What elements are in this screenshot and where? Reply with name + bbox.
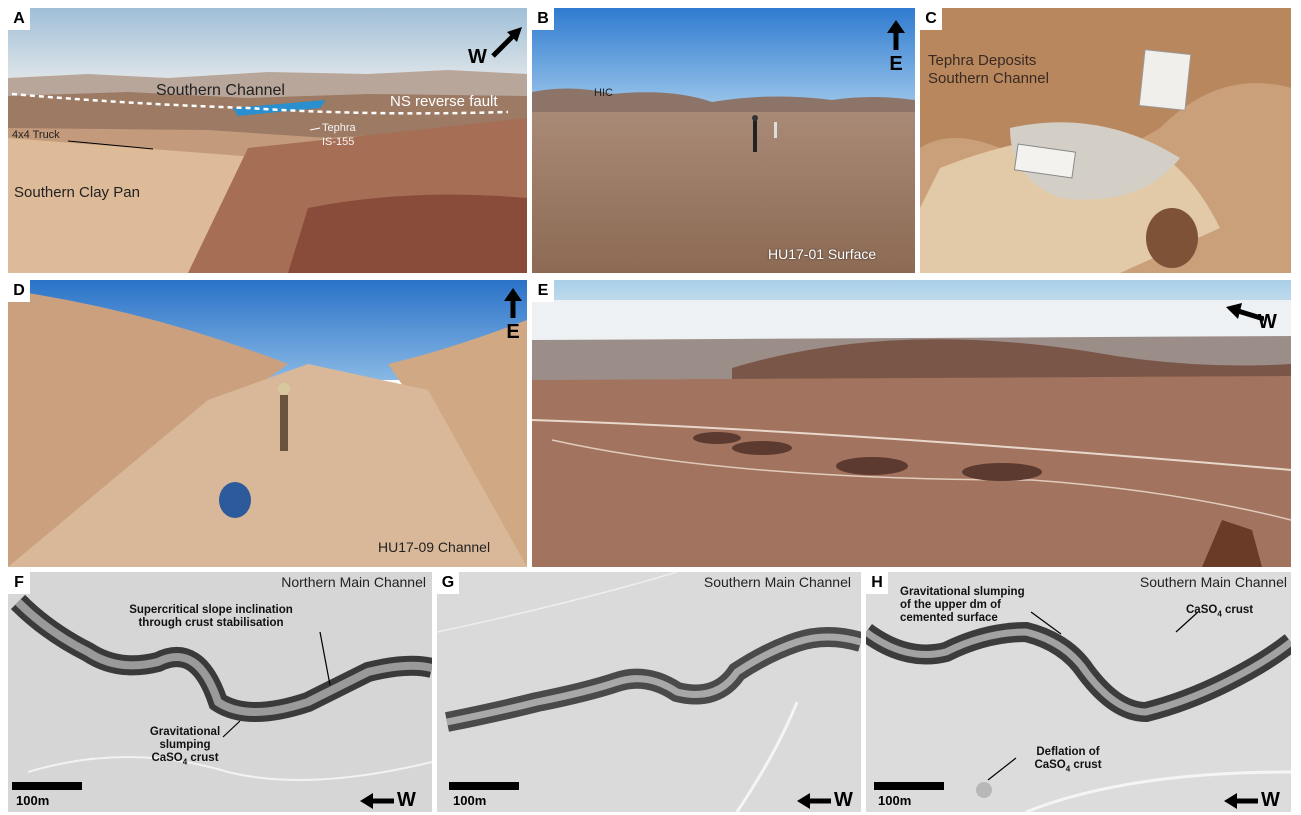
panel-caption: HU17-01 Surface (768, 246, 877, 262)
label-southern-channel: Southern Channel (156, 82, 285, 99)
subscript: 4 (182, 757, 188, 767)
arrow-left-icon (797, 792, 831, 809)
subscript: 4 (1217, 609, 1222, 619)
arrow-left-icon (1226, 302, 1264, 321)
panel-a: A Southern Channel NS reverse fault 4x4 … (8, 8, 527, 273)
scale-bar-graphic (874, 782, 944, 790)
label-hic: HIC (594, 87, 613, 99)
annotation-line: crust (187, 752, 219, 764)
direction-label: W (468, 46, 487, 68)
region-label: Northern Main Channel (281, 574, 426, 590)
annotation-line: slumping (159, 739, 211, 751)
hillshade-map (8, 572, 432, 812)
hillshade-map (866, 572, 1291, 812)
panel-letter: A (8, 8, 30, 30)
direction-indicator: W (468, 16, 525, 69)
annotation-slumping: Gravitational slumping CaSO4 crust (140, 726, 230, 768)
photo-tephra-deposit (920, 8, 1291, 273)
panel-letter: H (866, 572, 888, 594)
label-ns-reverse-fault: NS reverse fault (390, 93, 498, 110)
annotation-slope: Supercritical slope inclination through … (129, 604, 293, 629)
direction-label: W (397, 789, 416, 811)
arrow-left-icon (1224, 792, 1258, 809)
panel-title-line1: Tephra Deposits (928, 52, 1037, 69)
annotation-line: CaSO (1034, 759, 1066, 771)
panel-f: F Northern Main Channel Supercritical sl… (8, 572, 432, 812)
panel-e: E W (532, 280, 1291, 567)
annotation-slumping: Gravitational slumping of the upper dm o… (900, 586, 1040, 625)
annotation-line: Gravitational (149, 726, 221, 738)
label-truck: 4x4 Truck (12, 129, 60, 141)
direction-indicator: W (1226, 295, 1277, 334)
region-label: Southern Main Channel (703, 574, 851, 590)
panel-b: B HIC HU17-01 Surface E (532, 8, 915, 273)
scale-bar: 100m (449, 782, 519, 808)
annotation-line: cemented surface (900, 612, 998, 624)
direction-indicator: E (887, 20, 905, 76)
panel-letter: E (532, 280, 554, 302)
scale-bar-graphic (12, 782, 82, 790)
panel-c: C Tephra Deposits Southern Channel (920, 8, 1291, 273)
annotation-line: Gravitational slumping (900, 586, 1025, 598)
panel-letter: B (532, 8, 554, 30)
label-tephra: Tephra (322, 122, 356, 134)
panel-title-line2: Southern Channel (928, 70, 1049, 87)
annotation-line: of the upper dm of (900, 599, 1001, 611)
panel-h: H Southern Main Channel Gravitational sl… (866, 572, 1291, 812)
label-clay-pan: Southern Clay Pan (14, 184, 140, 201)
annotation-deflation: Deflation of CaSO4 crust (1018, 746, 1118, 775)
scale-bar-graphic (449, 782, 519, 790)
panel-g: G Southern Main Channel 100m W (437, 572, 861, 812)
scale-label: 100m (878, 793, 912, 808)
arrow-up-icon (504, 288, 522, 318)
scale-label: 100m (16, 793, 50, 808)
photo-desert-channel (8, 280, 527, 567)
label-tephra-id: IS-155 (322, 136, 355, 148)
hillshade-map (437, 572, 861, 812)
arrow-up-icon (887, 20, 905, 50)
direction-label: W (1258, 311, 1277, 333)
annotation-line: crust (1070, 759, 1102, 771)
panel-caption: HU17-09 Channel (378, 539, 491, 555)
direction-indicator: W (360, 789, 416, 812)
annotation-line: CaSO (151, 752, 183, 764)
annotation-line: CaSO (1186, 604, 1218, 616)
photo-desert-valley (8, 8, 527, 273)
direction-label: W (834, 789, 853, 811)
scale-label: 100m (453, 793, 487, 808)
annotation-crust: CaSO4 crust (1186, 604, 1266, 620)
direction-indicator: W (1224, 789, 1280, 812)
photo-aerial-landscape (532, 280, 1291, 567)
arrow-up-right-icon (491, 26, 522, 58)
panel-letter: D (8, 280, 30, 302)
arrow-left-icon (360, 792, 394, 809)
direction-indicator: W (797, 789, 853, 812)
direction-label: W (1261, 789, 1280, 811)
panel-letter: F (8, 572, 30, 594)
region-label: Southern Main Channel (1139, 574, 1287, 590)
direction-label: E (506, 321, 520, 343)
photo-desert-surface (532, 8, 915, 273)
panel-letter: G (437, 572, 459, 594)
direction-indicator: E (504, 288, 522, 344)
panel-letter: C (920, 8, 942, 30)
scale-bar: 100m (12, 782, 82, 808)
panel-d: D HU17-09 Channel E (8, 280, 527, 567)
subscript: 4 (1065, 764, 1071, 774)
scale-bar: 100m (874, 782, 944, 808)
annotation-line: crust (1221, 604, 1254, 616)
direction-label: E (889, 53, 903, 75)
annotation-line: Deflation of (1036, 746, 1100, 758)
